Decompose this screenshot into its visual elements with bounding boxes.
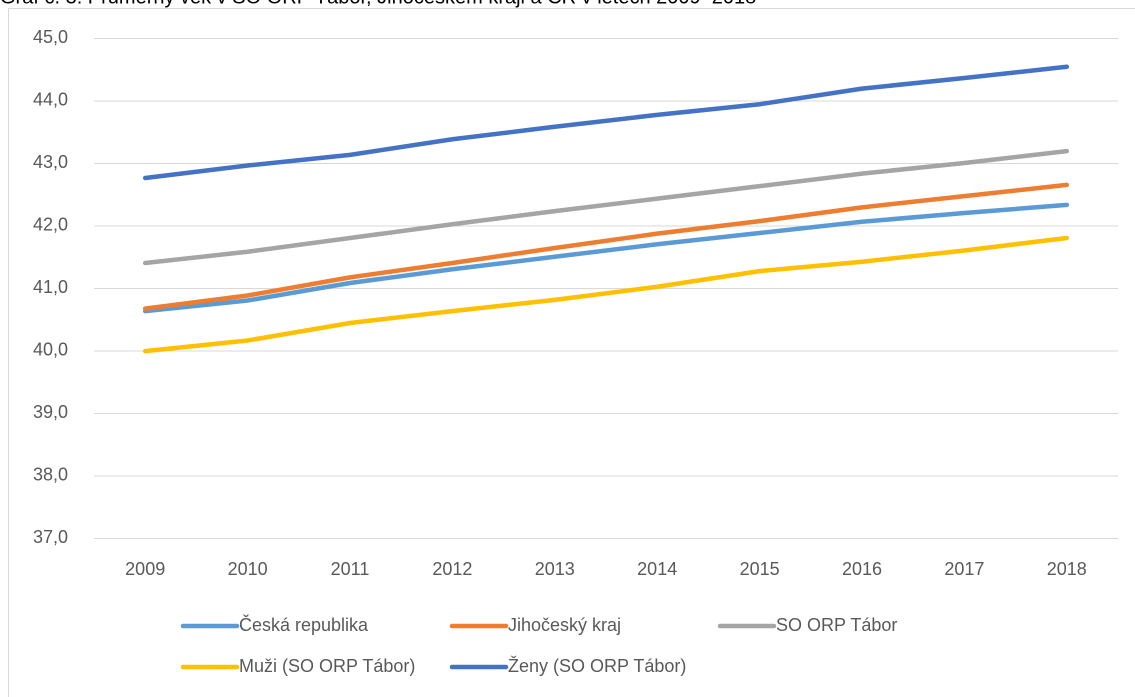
y-tick-label: 38,0 xyxy=(33,464,68,484)
line-series xyxy=(142,235,1070,354)
legend-label: Jihočeský kraj xyxy=(508,615,621,635)
y-tick-label: 42,0 xyxy=(33,214,68,234)
line-series xyxy=(142,64,1070,181)
x-tick-label: 2018 xyxy=(1047,559,1087,579)
line-series xyxy=(142,202,1070,314)
chart-frame xyxy=(8,8,1135,697)
x-tick-label: 2012 xyxy=(432,559,472,579)
x-tick-label: 2014 xyxy=(637,559,677,579)
line-series xyxy=(142,148,1070,266)
y-tick-label: 44,0 xyxy=(33,89,68,109)
x-tick-label: 2011 xyxy=(331,559,370,579)
y-tick-label: 37,0 xyxy=(33,527,68,547)
x-tick-label: 2016 xyxy=(842,559,882,579)
y-tick-label: 39,0 xyxy=(33,402,68,422)
legend-label: Česká republika xyxy=(239,614,369,635)
chart-title: Graf č. 3: Průměrný věk v SO ORP Tábor, … xyxy=(0,0,756,8)
y-tick-label: 41,0 xyxy=(33,277,68,297)
y-tick-label: 45,0 xyxy=(33,27,68,47)
line-series xyxy=(142,182,1070,311)
legend-label: SO ORP Tábor xyxy=(776,615,897,635)
legend-label: Muži (SO ORP Tábor) xyxy=(239,656,415,676)
y-tick-label: 40,0 xyxy=(33,339,68,359)
legend-label: Ženy (SO ORP Tábor) xyxy=(508,656,686,676)
x-tick-label: 2010 xyxy=(228,559,268,579)
x-tick-label: 2015 xyxy=(740,559,780,579)
y-tick-label: 43,0 xyxy=(33,152,68,172)
x-tick-label: 2013 xyxy=(535,559,575,579)
x-tick-label: 2017 xyxy=(944,559,984,579)
x-tick-label: 2009 xyxy=(125,559,165,579)
